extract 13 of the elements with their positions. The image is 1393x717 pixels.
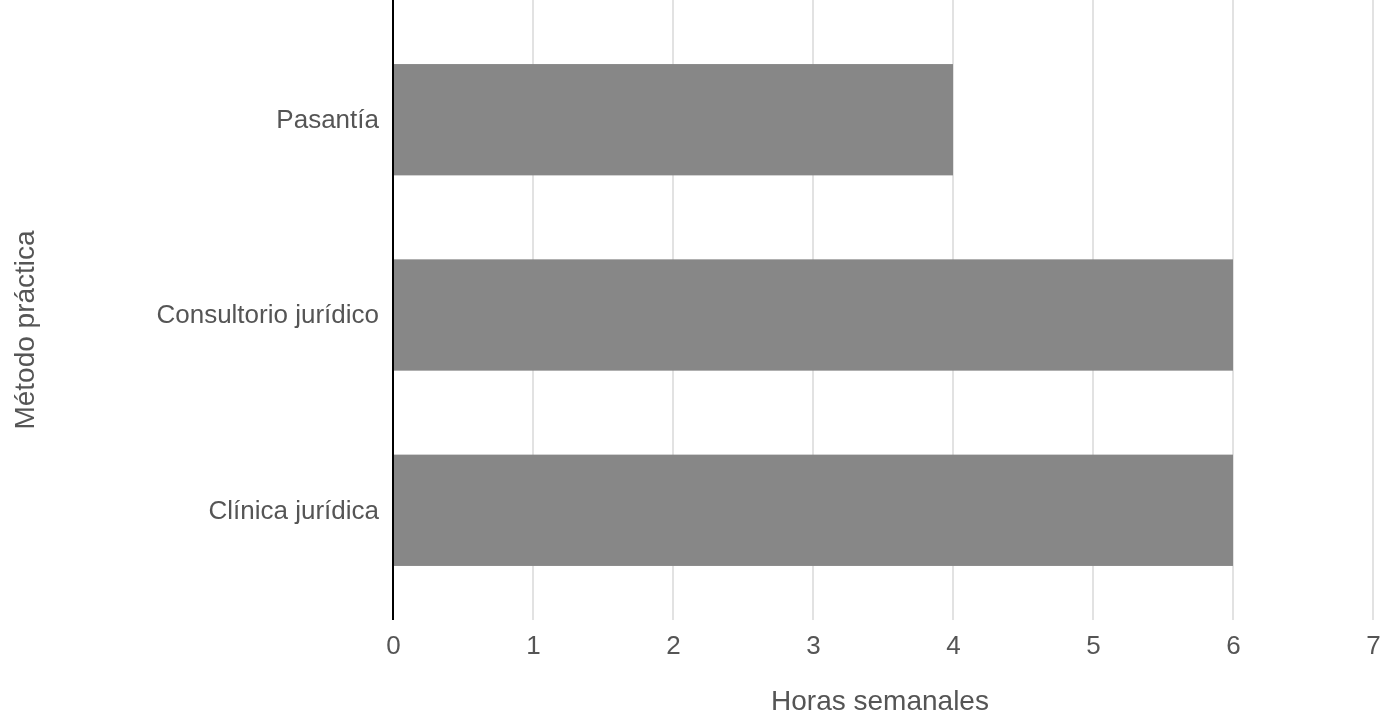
- y-tick-label: Pasantía: [276, 104, 380, 135]
- y-tick-label: Consultorio jurídico: [156, 299, 379, 330]
- x-tick-label: 7: [1366, 630, 1381, 661]
- x-tick-label: 6: [1226, 630, 1241, 661]
- y-axis-title: Método práctica: [9, 229, 40, 430]
- x-tick-label: 4: [946, 630, 961, 661]
- x-tick-label: 0: [386, 630, 401, 661]
- x-tick-label: 2: [666, 630, 681, 661]
- y-tick-label: Clínica jurídica: [208, 494, 380, 525]
- x-axis-title: Horas semanales: [771, 685, 989, 716]
- x-tick-label: 1: [526, 630, 541, 661]
- x-tick-label: 3: [806, 630, 821, 661]
- x-tick-label: 5: [1086, 630, 1101, 661]
